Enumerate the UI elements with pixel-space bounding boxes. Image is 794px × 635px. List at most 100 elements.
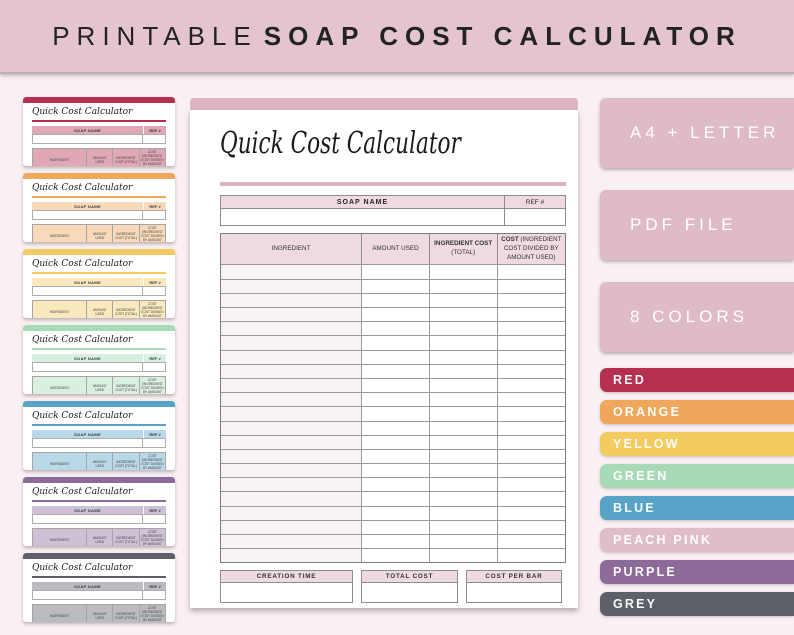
color-pill: YELLOW <box>600 432 794 456</box>
table-cell <box>221 534 363 549</box>
table-cell <box>497 392 565 406</box>
banner: PRINTABLE SOAP COST CALCULATOR <box>0 0 794 74</box>
table-cell <box>221 307 363 322</box>
color-pill-label: PEACH PINK <box>613 533 713 547</box>
thumb-ref-label: REF # <box>149 507 161 513</box>
table-row <box>221 307 565 322</box>
table-header-cell: INGREDIENT <box>221 234 363 265</box>
table-row <box>221 264 565 279</box>
thumb-table-header-cell: COST (INGREDIENT COST DIVIDED BY AMOUNT … <box>141 302 164 318</box>
thumb-page: Quick Cost Calculator SOAP NAME REF # IN… <box>23 411 175 470</box>
thumb-table-header-cell: INGREDIENT <box>33 453 88 470</box>
table-cell <box>497 349 565 364</box>
table-row <box>221 491 565 506</box>
thumb-soap-name-header: SOAP NAME REF # <box>32 430 166 438</box>
thumb-divider <box>32 272 166 274</box>
table-row <box>221 548 565 563</box>
soap-name-table: SOAP NAME REF # <box>220 195 566 226</box>
thumb-page: Quick Cost Calculator SOAP NAME REF # IN… <box>23 563 175 622</box>
main-preview: Quick Cost Calculator SOAP NAME REF # IN… <box>190 98 578 608</box>
thumb-soap-name-row <box>32 286 166 296</box>
table-cell <box>362 448 430 464</box>
format-badge: PDF FILE <box>600 190 794 260</box>
thumb-soap-name-label: SOAP NAME <box>32 506 144 514</box>
table-cell <box>221 321 363 336</box>
table-cell <box>497 477 565 491</box>
thumb-divider <box>32 424 166 426</box>
thumb-table-header-cell: INGREDIENT <box>33 529 88 546</box>
table-cell <box>429 392 498 407</box>
table-row <box>221 505 565 520</box>
thumb-soap-name-header: SOAP NAME REF # <box>32 202 166 210</box>
ingredients-table-body <box>221 264 565 563</box>
thumb-soap-name-row <box>32 362 166 372</box>
color-pill-label: PURPLE <box>613 565 677 579</box>
thumb-title: Quick Cost Calculator <box>32 487 133 497</box>
thumb-divider <box>32 576 166 578</box>
thumb-table-header: INGREDIENT AMOUNT USED INGREDIENT COST (TO… <box>33 149 165 166</box>
table-row <box>221 292 565 307</box>
calculator-thumbnail-yellow: Quick Cost Calculator SOAP NAME REF # IN… <box>23 249 175 318</box>
table-cell <box>221 264 363 279</box>
thumb-soap-name-row <box>32 134 166 144</box>
thumb-table-header-cell: INGREDIENT <box>33 225 88 242</box>
thumb-soap-name-label: SOAP NAME <box>32 126 144 134</box>
table-row <box>221 534 565 549</box>
calculator-thumbnail-grey: Quick Cost Calculator SOAP NAME REF # IN… <box>23 553 175 622</box>
format-badge: A4 + LETTER <box>600 98 794 168</box>
thumb-table-header-cell: AMOUNT USED <box>87 377 114 394</box>
thumb-title: Quick Cost Calculator <box>32 259 133 269</box>
soap-name-cell <box>221 209 505 225</box>
table-cell <box>221 349 363 364</box>
table-cell <box>221 548 363 563</box>
thumb-ref-label: REF # <box>149 127 161 133</box>
ingredients-table: INGREDIENT AMOUNT USED INGREDIENT COST (TO… <box>220 233 566 564</box>
table-cell <box>497 491 565 505</box>
thumb-ingredients-table: INGREDIENT AMOUNT USED INGREDIENT COST (TO… <box>32 300 166 318</box>
color-pill-list: RED ORANGE YELLOW GREEN BLUE PEACH PINK PURPLE… <box>600 368 794 616</box>
table-cell <box>221 491 363 506</box>
color-pill: GREEN <box>600 464 794 488</box>
table-cell <box>362 477 430 492</box>
table-row <box>221 406 565 421</box>
thumb-table-header-cell: AMOUNT USED <box>87 453 114 470</box>
thumb-table-header: INGREDIENT AMOUNT USED INGREDIENT COST (TO… <box>33 605 165 622</box>
table-row <box>221 335 565 350</box>
thumb-table-header-cell: INGREDIENT COST (TOTAL) <box>113 377 140 394</box>
color-pill: RED <box>600 368 794 392</box>
color-pill: BLUE <box>600 496 794 520</box>
thumb-divider <box>32 500 166 502</box>
table-cell <box>429 434 498 449</box>
thumb-table-header: INGREDIENT AMOUNT USED INGREDIENT COST (TO… <box>33 529 165 546</box>
thumb-table-header-cell: AMOUNT USED <box>87 529 114 546</box>
thumb-table-header: INGREDIENT AMOUNT USED INGREDIENT COST (TO… <box>33 377 165 394</box>
table-cell <box>221 477 363 492</box>
thumb-page: Quick Cost Calculator SOAP NAME REF # IN… <box>23 183 175 242</box>
thumb-table-header-cell: COST (INGREDIENT COST DIVIDED BY AMOUNT … <box>141 226 164 242</box>
table-header-cell: COST (INGREDIENT COST DIVIDED BY AMOUNT … <box>501 236 562 261</box>
ingredients-table-header: INGREDIENT AMOUNT USED INGREDIENT COST (TO… <box>221 234 565 265</box>
soap-name-header-row: SOAP NAME REF # <box>221 196 565 208</box>
thumb-table-header-cell: INGREDIENT <box>33 605 88 622</box>
thumb-title: Quick Cost Calculator <box>32 335 133 345</box>
thumb-color-bar <box>23 173 175 179</box>
thumb-table-header-cell: AMOUNT USED <box>87 149 114 166</box>
thumbnail-column: Quick Cost Calculator SOAP NAME REF # IN… <box>23 97 175 622</box>
badge-column: A4 + LETTER PDF FILE 8 COLORS <box>600 98 794 374</box>
thumb-ingredients-table: INGREDIENT AMOUNT USED INGREDIENT COST (TO… <box>32 452 166 470</box>
thumb-table-header-cell: INGREDIENT COST (TOTAL) <box>113 529 140 546</box>
soap-name-input-row <box>221 208 565 225</box>
thumb-table-header-cell: AMOUNT USED <box>87 301 114 318</box>
thumb-table-header-cell: COST (INGREDIENT COST DIVIDED BY AMOUNT … <box>141 454 164 470</box>
table-row <box>221 349 565 364</box>
thumb-title: Quick Cost Calculator <box>32 411 133 421</box>
table-row <box>221 477 565 492</box>
footer-box-value <box>362 582 457 603</box>
footer-box: TOTAL COST <box>361 570 458 604</box>
table-cell <box>362 292 430 307</box>
thumb-soap-name-row <box>32 590 166 600</box>
table-cell <box>429 264 498 279</box>
thumb-ref-label: REF # <box>149 203 161 209</box>
thumb-table-header: INGREDIENT AMOUNT USED INGREDIENT COST (TO… <box>33 453 165 470</box>
table-row <box>221 519 565 534</box>
